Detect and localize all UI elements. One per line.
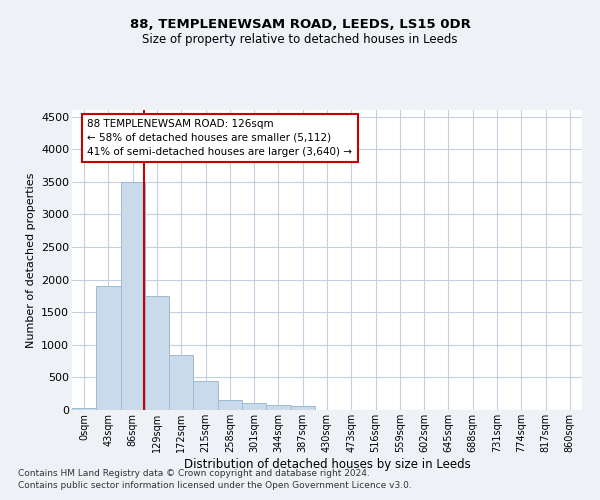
Bar xyxy=(72,408,96,410)
Text: Size of property relative to detached houses in Leeds: Size of property relative to detached ho… xyxy=(142,32,458,46)
Y-axis label: Number of detached properties: Number of detached properties xyxy=(26,172,35,348)
Bar xyxy=(266,405,290,410)
Bar xyxy=(193,382,218,410)
Text: Contains public sector information licensed under the Open Government Licence v3: Contains public sector information licen… xyxy=(18,481,412,490)
Bar xyxy=(121,182,145,410)
Bar xyxy=(145,296,169,410)
Text: Contains HM Land Registry data © Crown copyright and database right 2024.: Contains HM Land Registry data © Crown c… xyxy=(18,468,370,477)
X-axis label: Distribution of detached houses by size in Leeds: Distribution of detached houses by size … xyxy=(184,458,470,470)
Bar xyxy=(96,286,121,410)
Bar xyxy=(218,400,242,410)
Text: 88 TEMPLENEWSAM ROAD: 126sqm
← 58% of detached houses are smaller (5,112)
41% of: 88 TEMPLENEWSAM ROAD: 126sqm ← 58% of de… xyxy=(88,119,352,157)
Bar xyxy=(242,404,266,410)
Bar xyxy=(169,354,193,410)
Text: 88, TEMPLENEWSAM ROAD, LEEDS, LS15 0DR: 88, TEMPLENEWSAM ROAD, LEEDS, LS15 0DR xyxy=(130,18,470,30)
Bar xyxy=(290,406,315,410)
